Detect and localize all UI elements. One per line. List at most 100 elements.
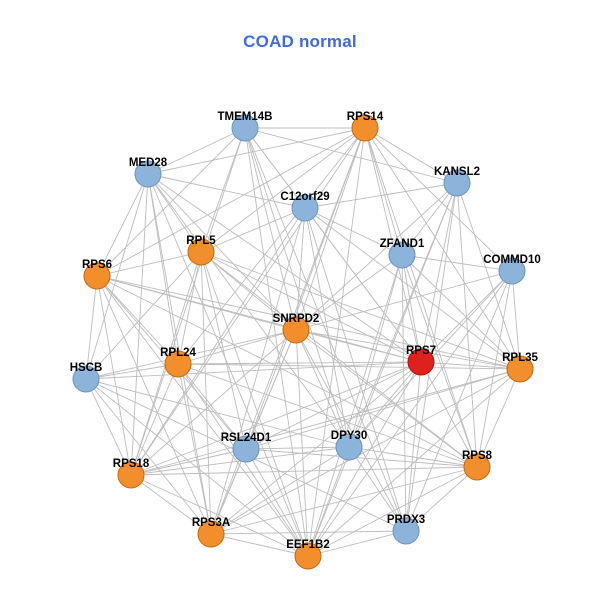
- edge-RPL5-RPS7: [200, 251, 422, 363]
- node-label-PRDX3: PRDX3: [387, 514, 425, 526]
- node-label-ZFAND1: ZFAND1: [380, 238, 425, 250]
- node-label-EEF1B2: EEF1B2: [286, 539, 329, 551]
- node-HSCB: [72, 365, 100, 393]
- edge-RPS14-RPL24: [177, 127, 366, 365]
- edge-RPS6-HSCB: [85, 275, 98, 380]
- node-RPL24: [164, 350, 192, 378]
- edge-MED28-RPS6: [96, 173, 149, 277]
- node-label-SNRPD2: SNRPD2: [273, 313, 320, 325]
- edge-MED28-C12orf29: [147, 173, 306, 209]
- edge-RPS14-RPS18: [130, 127, 366, 476]
- node-C12orf29: [291, 194, 319, 222]
- edge-MED28-SNRPD2: [147, 173, 297, 331]
- edge-RPS14-RPL35: [364, 127, 521, 370]
- edge-RPL24-RPS8: [177, 363, 478, 468]
- edge-C12orf29-DPY30: [304, 207, 350, 448]
- edge-RPS7-RPL35: [420, 361, 521, 370]
- edge-C12orf29-RPL35: [304, 207, 521, 370]
- edge-TMEM14B-RPS18: [130, 127, 246, 476]
- edge-MED28-RPS7: [147, 173, 422, 363]
- edge-RPL35-RSL24D1: [245, 368, 521, 450]
- node-DPY30: [335, 433, 363, 461]
- edge-RSL24D1-RPS18: [130, 448, 247, 476]
- edge-RPL5-HSCB: [85, 251, 202, 380]
- edge-RPS14-RPL5: [200, 127, 366, 253]
- node-RPS6: [83, 262, 111, 290]
- edge-RPL5-SNRPD2: [200, 251, 297, 331]
- edge-RSL24D1-RPS3A: [210, 448, 247, 535]
- node-RPS18: [117, 461, 145, 489]
- edge-DPY30-PRDX3: [348, 446, 407, 532]
- edge-KANSL2-RPS8: [456, 182, 478, 468]
- edge-RPS14-RPS6: [96, 127, 366, 277]
- node-label-RSL24D1: RSL24D1: [221, 432, 272, 444]
- edge-ZFAND1-SNRPD2: [295, 254, 403, 331]
- edge-RPL5-RPS8: [200, 251, 478, 468]
- node-RPS8: [463, 453, 491, 481]
- node-MED28: [134, 160, 162, 188]
- node-label-RPL5: RPL5: [186, 235, 216, 247]
- edge-COMMD10-PRDX3: [405, 270, 513, 532]
- node-SNRPD2: [282, 316, 310, 344]
- edge-RPS7-EEF1B2: [307, 361, 422, 557]
- edge-KANSL2-RPL35: [456, 182, 521, 370]
- edge-TMEM14B-PRDX3: [244, 127, 407, 532]
- node-label-RPS14: RPS14: [347, 111, 384, 123]
- node-PRDX3: [392, 517, 420, 545]
- edge-MED28-EEF1B2: [147, 173, 309, 557]
- edge-MED28-RPL24: [147, 173, 179, 365]
- edge-TMEM14B-EEF1B2: [244, 127, 309, 557]
- edge-C12orf29-PRDX3: [304, 207, 407, 532]
- edge-TMEM14B-KANSL2: [244, 127, 458, 184]
- edge-RPS8-PRDX3: [405, 466, 478, 532]
- edge-RPS18-EEF1B2: [130, 474, 309, 557]
- node-label-DPY30: DPY30: [331, 430, 367, 442]
- node-label-C12orf29: C12orf29: [280, 191, 329, 203]
- edge-SNRPD2-HSCB: [85, 329, 297, 380]
- edge-SNRPD2-RPL24: [177, 329, 297, 365]
- edge-RPS14-COMMD10: [364, 127, 513, 272]
- edge-TMEM14B-SNRPD2: [244, 127, 297, 331]
- node-label-RPL24: RPL24: [160, 347, 196, 359]
- edge-SNRPD2-RPS18: [130, 329, 297, 476]
- edge-RPS18-RPS8: [130, 466, 478, 476]
- edge-MED28-DPY30: [147, 173, 350, 448]
- edge-RPS6-RPS8: [96, 275, 478, 468]
- node-label-RPS8: RPS8: [462, 450, 493, 462]
- edge-KANSL2-RPS7: [420, 182, 458, 363]
- edge-C12orf29-RPL5: [200, 207, 306, 253]
- edge-RPS6-RPL24: [96, 275, 179, 365]
- node-ZFAND1: [388, 241, 416, 269]
- edge-RPS14-ZFAND1: [364, 127, 403, 256]
- edge-C12orf29-RPS7: [304, 207, 422, 363]
- node-label-HSCB: HSCB: [70, 362, 103, 374]
- edge-RPS14-SNRPD2: [295, 127, 366, 331]
- edge-COMMD10-RPS8: [476, 270, 513, 468]
- edge-RPL24-HSCB: [85, 363, 179, 380]
- edge-SNRPD2-RPS8: [295, 329, 478, 468]
- edge-HSCB-RPS3A: [85, 378, 212, 535]
- edge-SNRPD2-PRDX3: [295, 329, 407, 532]
- node-RPS7: [407, 348, 435, 376]
- edge-ZFAND1-RPS7: [401, 254, 422, 363]
- edge-SNRPD2-RPS7: [295, 329, 422, 363]
- edge-RPS6-EEF1B2: [96, 275, 309, 557]
- edge-RPL5-RPS6: [96, 251, 202, 277]
- edge-DPY30-RPS3A: [210, 446, 350, 535]
- node-label-MED28: MED28: [129, 157, 168, 169]
- edge-ZFAND1-COMMD10: [401, 254, 513, 272]
- node-label-RPL35: RPL35: [502, 352, 538, 364]
- edge-SNRPD2-RPL35: [295, 329, 521, 370]
- edge-TMEM14B-RPS6: [96, 127, 246, 277]
- edge-COMMD10-EEF1B2: [307, 270, 513, 557]
- edge-HSCB-DPY30: [85, 378, 350, 448]
- edge-MED28-RPL5: [147, 173, 202, 253]
- node-label-TMEM14B: TMEM14B: [218, 111, 273, 123]
- edge-HSCB-EEF1B2: [85, 378, 309, 557]
- edge-C12orf29-RPS3A: [210, 207, 306, 535]
- node-RPL5: [187, 238, 215, 266]
- edge-RPS7-RPS8: [420, 361, 478, 468]
- edge-RPS3A-EEF1B2: [210, 533, 309, 557]
- edge-RPL35-RPS18: [130, 368, 521, 476]
